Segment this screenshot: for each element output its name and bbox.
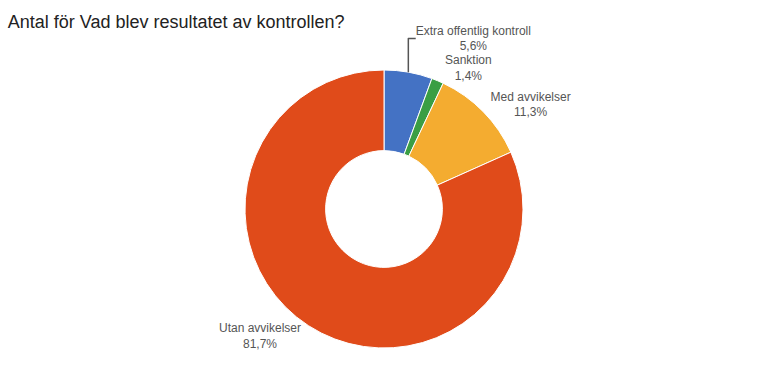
svg-text:Sanktion1,4%: Sanktion1,4%	[445, 53, 492, 83]
svg-text:Extra offentlig kontroll5,6%: Extra offentlig kontroll5,6%	[416, 24, 531, 54]
svg-text:Antal för Vad blev resultatet: Antal för Vad blev resultatet av kontrol…	[8, 12, 345, 32]
svg-text:Med avvikelser11,3%: Med avvikelser11,3%	[491, 90, 571, 120]
svg-text:Utan avvikelser81,7%: Utan avvikelser81,7%	[219, 321, 301, 351]
